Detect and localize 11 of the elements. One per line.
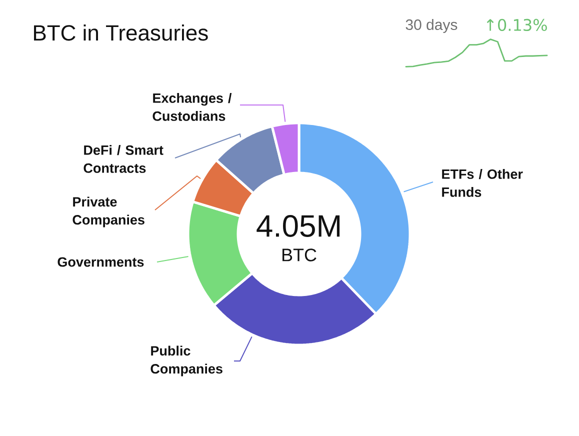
text: ↑0.13% (486, 18, 547, 32)
text: BTC (282, 248, 316, 262)
chart-title: BTC in Treasuries (34, 24, 208, 41)
slice-label: Governments (58, 257, 144, 267)
slice-label: Public Companies (150, 346, 222, 376)
slice-label: ETFs / Other Funds (442, 169, 523, 197)
text: 4.05M (256, 215, 340, 237)
slice-label: Exchanges / Custodians (152, 93, 232, 121)
chart-title: 30 days (406, 18, 458, 33)
slice-label: Private Companies (72, 196, 144, 228)
slice-label: DeFi / Smart Contracts (84, 145, 164, 173)
